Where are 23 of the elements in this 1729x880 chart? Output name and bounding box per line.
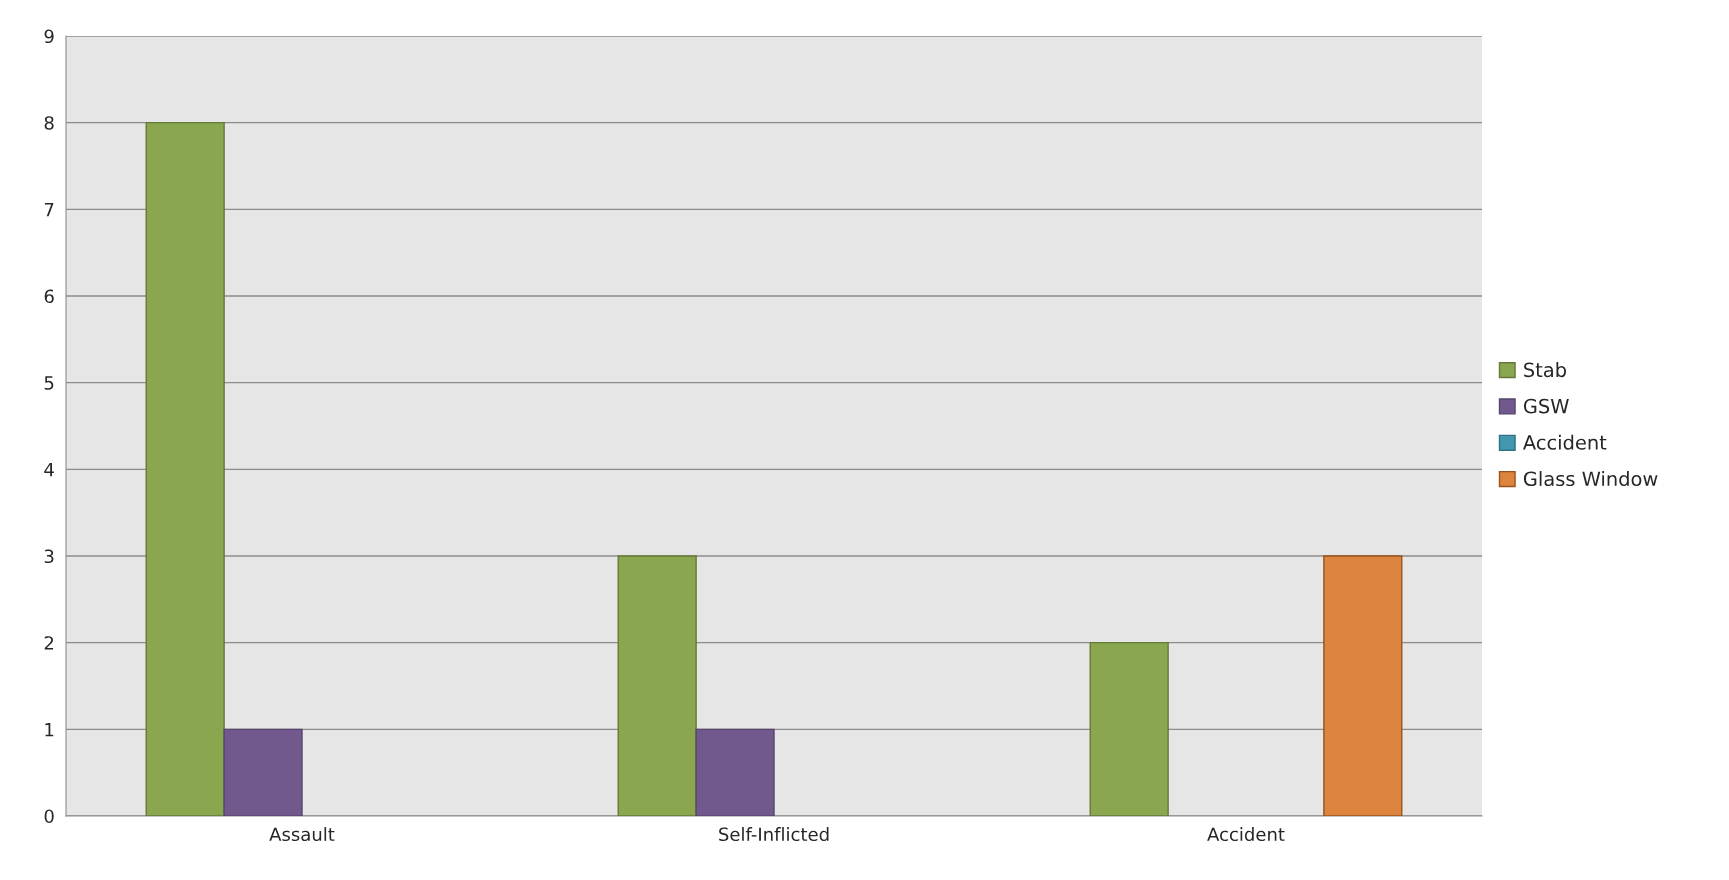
x-tick-label: Accident bbox=[1207, 827, 1285, 842]
y-tick-label: 7 bbox=[44, 203, 54, 217]
bar bbox=[695, 728, 775, 816]
x-tick-label: Self-Inflicted bbox=[719, 827, 829, 842]
legend-label: GSW bbox=[1523, 398, 1569, 414]
y-tick-label: 1 bbox=[45, 723, 54, 737]
legend-label: Glass Window bbox=[1523, 471, 1658, 487]
bar bbox=[617, 555, 697, 816]
y-tick-label: 0 bbox=[44, 809, 54, 824]
y-tick-label: 2 bbox=[44, 636, 54, 650]
x-tick-label: Assault bbox=[269, 827, 335, 842]
y-tick-label: 9 bbox=[44, 29, 54, 44]
bar bbox=[1323, 555, 1403, 816]
bar bbox=[145, 121, 225, 816]
bar bbox=[1089, 641, 1169, 816]
legend-label: Accident bbox=[1522, 434, 1607, 450]
y-tick-label: 4 bbox=[44, 463, 54, 477]
y-tick-label: 5 bbox=[44, 376, 54, 390]
y-tick-label: 3 bbox=[44, 549, 54, 564]
bar bbox=[223, 728, 303, 816]
legend-label: Stab bbox=[1524, 362, 1566, 378]
y-tick-label: 8 bbox=[44, 116, 54, 130]
y-tick-label: 6 bbox=[44, 289, 54, 304]
